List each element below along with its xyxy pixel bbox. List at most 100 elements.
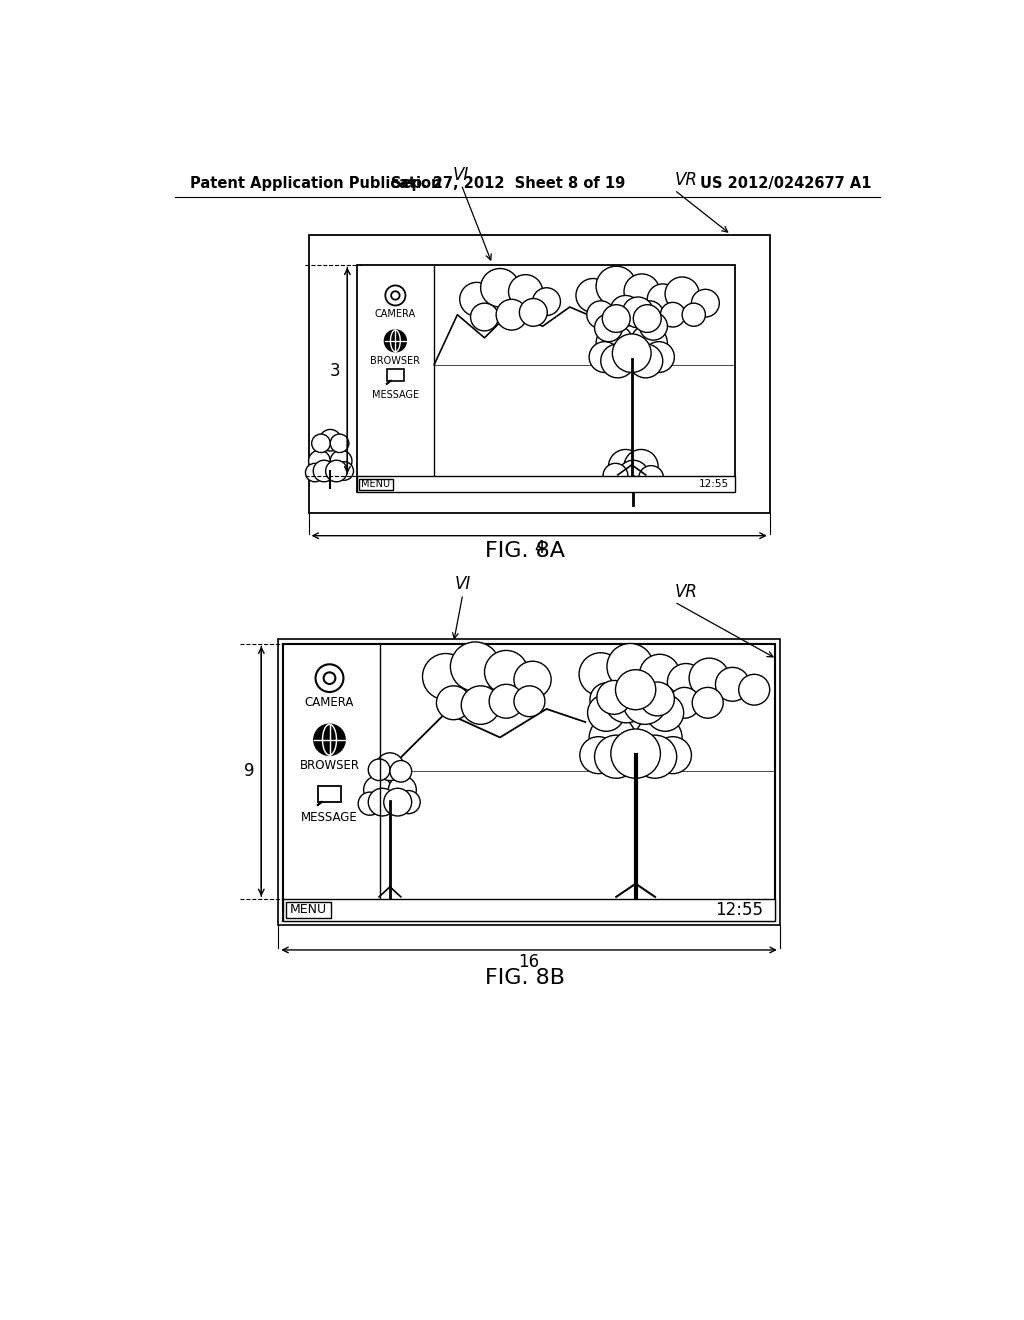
Circle shape <box>603 463 628 488</box>
Circle shape <box>587 301 614 329</box>
Circle shape <box>388 776 417 804</box>
Bar <box>308 235 770 512</box>
Circle shape <box>643 342 675 372</box>
Text: MENU: MENU <box>290 903 327 916</box>
Circle shape <box>319 429 341 451</box>
Circle shape <box>640 682 675 715</box>
Circle shape <box>385 330 407 351</box>
Circle shape <box>358 792 381 816</box>
Circle shape <box>610 309 653 351</box>
Bar <box>286 903 331 917</box>
Circle shape <box>608 449 643 483</box>
Polygon shape <box>386 380 391 384</box>
Circle shape <box>364 776 391 804</box>
Circle shape <box>331 450 352 471</box>
Circle shape <box>615 669 655 710</box>
Text: 16: 16 <box>518 953 540 972</box>
Bar <box>387 370 403 380</box>
Circle shape <box>647 284 678 314</box>
Circle shape <box>390 760 412 781</box>
Text: 12:55: 12:55 <box>716 902 764 919</box>
Circle shape <box>624 449 658 483</box>
Circle shape <box>617 461 649 491</box>
Text: 4: 4 <box>534 539 545 557</box>
Circle shape <box>305 463 324 482</box>
Circle shape <box>384 788 412 816</box>
Circle shape <box>738 675 770 705</box>
Circle shape <box>602 305 630 333</box>
Circle shape <box>716 668 750 701</box>
Circle shape <box>324 672 335 684</box>
Circle shape <box>629 345 663 378</box>
Circle shape <box>668 664 705 701</box>
Circle shape <box>335 462 353 480</box>
Circle shape <box>692 688 723 718</box>
Circle shape <box>373 762 407 795</box>
Circle shape <box>596 325 633 362</box>
Circle shape <box>313 461 335 482</box>
Circle shape <box>590 682 624 717</box>
Circle shape <box>436 686 471 719</box>
Text: Sep. 27, 2012  Sheet 8 of 19: Sep. 27, 2012 Sheet 8 of 19 <box>390 177 625 191</box>
Circle shape <box>315 664 343 692</box>
Circle shape <box>633 305 662 333</box>
Circle shape <box>682 304 706 326</box>
Circle shape <box>580 737 617 774</box>
Text: MENU: MENU <box>361 479 390 490</box>
Circle shape <box>532 288 560 315</box>
Bar <box>317 785 341 801</box>
Circle shape <box>589 715 636 762</box>
Circle shape <box>601 345 635 378</box>
Bar <box>356 477 735 492</box>
Text: BROWSER: BROWSER <box>371 355 421 366</box>
Circle shape <box>326 461 347 482</box>
Circle shape <box>369 788 396 816</box>
Bar <box>356 265 735 492</box>
Circle shape <box>316 437 344 465</box>
Circle shape <box>376 752 403 780</box>
Circle shape <box>385 285 406 305</box>
Circle shape <box>691 289 719 317</box>
Circle shape <box>640 313 668 341</box>
Circle shape <box>597 681 631 714</box>
Circle shape <box>460 282 494 317</box>
Circle shape <box>630 325 668 362</box>
Circle shape <box>654 737 691 774</box>
Circle shape <box>595 735 638 779</box>
Circle shape <box>660 302 685 327</box>
Text: CAMERA: CAMERA <box>375 309 416 319</box>
Circle shape <box>575 279 610 313</box>
Circle shape <box>636 301 664 329</box>
Text: FIG. 8A: FIG. 8A <box>484 541 565 561</box>
Circle shape <box>611 729 660 779</box>
Text: VI: VI <box>454 166 469 183</box>
Circle shape <box>633 735 677 779</box>
Text: US 2012/0242677 A1: US 2012/0242677 A1 <box>700 177 872 191</box>
Text: 12:55: 12:55 <box>698 479 729 490</box>
Circle shape <box>614 684 652 721</box>
Text: VR: VR <box>675 172 697 189</box>
Circle shape <box>608 302 640 333</box>
Circle shape <box>623 297 653 327</box>
Circle shape <box>607 644 653 690</box>
Circle shape <box>596 267 636 306</box>
Circle shape <box>308 450 331 471</box>
Circle shape <box>606 696 665 754</box>
Circle shape <box>612 334 651 372</box>
Circle shape <box>514 686 545 717</box>
Bar <box>279 639 779 925</box>
Circle shape <box>514 661 551 698</box>
Circle shape <box>509 275 543 309</box>
Text: VI: VI <box>455 576 471 594</box>
Circle shape <box>589 342 621 372</box>
Circle shape <box>579 653 623 696</box>
Circle shape <box>689 659 729 698</box>
Circle shape <box>484 651 528 693</box>
Circle shape <box>391 292 399 300</box>
Circle shape <box>636 715 682 762</box>
Text: 9: 9 <box>244 763 254 780</box>
Text: FIG. 8B: FIG. 8B <box>484 969 565 989</box>
Circle shape <box>480 268 519 308</box>
Circle shape <box>639 466 664 490</box>
Circle shape <box>471 304 499 331</box>
